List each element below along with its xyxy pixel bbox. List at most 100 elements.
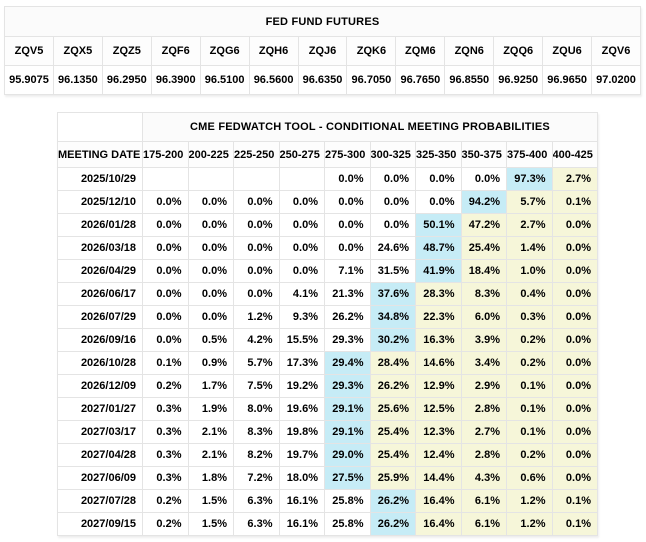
probability-cell: 0.0%	[551, 328, 598, 352]
futures-price-cell: 96.2950	[101, 65, 152, 95]
probability-cell: 28.4%	[369, 351, 416, 375]
rate-range-header: 400-425	[551, 141, 598, 168]
probability-cell: 25.8%	[324, 489, 371, 513]
probability-cell: 27.5%	[324, 466, 371, 490]
meeting-date-header: MEETING DATE	[57, 141, 143, 168]
rate-range-header: 250-275	[278, 141, 325, 168]
probability-cell: 18.0%	[278, 466, 325, 490]
futures-contract-row: ZQV5 ZQX5 ZQZ5 ZQF6 ZQG6 ZQH6 ZQJ6 ZQK6 ZQM6 ZQN6…	[4, 36, 641, 66]
probability-cell: 0.0%	[324, 213, 371, 237]
probability-cell	[278, 167, 325, 191]
probability-cell: 25.4%	[460, 236, 507, 260]
probability-cell: 1.7%	[187, 374, 234, 398]
probability-cell: 1.0%	[506, 259, 553, 283]
probability-cell: 19.6%	[278, 397, 325, 421]
probability-cell: 0.0%	[142, 190, 189, 214]
fedwatch-row: 2026/04/29 0.0% 0.0% 0.0% 0.0% 7.1% 31.5% 41.9%…	[57, 259, 598, 283]
probability-cell: 0.0%	[233, 259, 280, 283]
probability-cell: 1.8%	[187, 466, 234, 490]
probability-cell: 31.5%	[369, 259, 416, 283]
probability-cell: 1.2%	[506, 512, 553, 536]
probability-cell: 0.0%	[415, 190, 462, 214]
meeting-date-cell: 2026/09/16	[57, 328, 143, 352]
probability-cell: 1.5%	[187, 512, 234, 536]
probability-cell: 25.9%	[369, 466, 416, 490]
probability-cell: 16.3%	[415, 328, 462, 352]
probability-cell: 0.0%	[551, 466, 598, 490]
futures-title: FED FUND FUTURES	[4, 6, 641, 37]
probability-cell: 12.5%	[415, 397, 462, 421]
probability-cell: 50.1%	[415, 213, 462, 237]
probability-cell: 0.0%	[324, 236, 371, 260]
probability-cell: 6.3%	[233, 512, 280, 536]
probability-cell: 4.3%	[460, 466, 507, 490]
probability-cell: 29.0%	[324, 443, 371, 467]
futures-contract-header: ZQH6	[248, 36, 299, 66]
probability-cell: 7.1%	[324, 259, 371, 283]
probability-cell: 29.4%	[324, 351, 371, 375]
probability-cell: 0.0%	[187, 213, 234, 237]
probability-cell: 2.1%	[187, 443, 234, 467]
futures-price-cell: 96.9650	[542, 65, 593, 95]
probability-cell: 0.0%	[142, 328, 189, 352]
probability-cell: 0.0%	[369, 190, 416, 214]
futures-price-cell: 97.0200	[591, 65, 641, 95]
futures-contract-header: ZQJ6	[297, 36, 348, 66]
futures-price-cell: 96.5100	[199, 65, 250, 95]
futures-contract-header: ZQG6	[199, 36, 250, 66]
meeting-date-cell: 2026/01/28	[57, 213, 143, 237]
probability-cell: 0.3%	[142, 466, 189, 490]
probability-cell: 8.3%	[233, 420, 280, 444]
probability-cell: 0.0%	[187, 190, 234, 214]
probability-cell: 7.2%	[233, 466, 280, 490]
probability-cell: 0.0%	[551, 305, 598, 329]
meeting-date-cell: 2026/07/29	[57, 305, 143, 329]
probability-cell: 26.2%	[369, 489, 416, 513]
probability-cell: 0.1%	[551, 190, 598, 214]
probability-cell: 0.6%	[506, 466, 553, 490]
probability-cell: 2.7%	[551, 167, 598, 191]
probability-cell: 0.0%	[278, 190, 325, 214]
fedwatch-row: 2027/04/28 0.3% 2.1% 8.2% 19.7% 29.0% 25.4% 12.…	[57, 443, 598, 467]
probability-cell: 28.3%	[415, 282, 462, 306]
fedwatch-header-row: MEETING DATE 175-200 200-225 225-250 250-27…	[57, 141, 598, 168]
probability-cell: 0.0%	[233, 190, 280, 214]
probability-cell: 6.1%	[460, 512, 507, 536]
futures-price-cell: 96.9250	[493, 65, 544, 95]
probability-cell: 0.0%	[551, 397, 598, 421]
probability-cell: 94.2%	[460, 190, 507, 214]
probability-cell: 2.7%	[460, 420, 507, 444]
probability-cell: 12.4%	[415, 443, 462, 467]
probability-cell: 1.5%	[187, 489, 234, 513]
probability-cell: 29.3%	[324, 374, 371, 398]
fedwatch-row: 2027/09/15 0.2% 1.5% 6.3% 16.1% 25.8% 26.2% 16.…	[57, 512, 598, 536]
probability-cell: 14.4%	[415, 466, 462, 490]
probability-cell: 26.2%	[324, 305, 371, 329]
fedwatch-row: 2027/03/17 0.3% 2.1% 8.3% 19.8% 29.1% 25.4% 12.…	[57, 420, 598, 444]
probability-cell: 22.3%	[415, 305, 462, 329]
probability-cell: 26.2%	[369, 512, 416, 536]
probability-cell: 25.4%	[369, 443, 416, 467]
probability-cell: 0.0%	[551, 374, 598, 398]
futures-title-row: FED FUND FUTURES	[4, 6, 641, 37]
fedwatch-row: 2026/07/29 0.0% 0.0% 1.2% 9.3% 26.2% 34.8% 22.3…	[57, 305, 598, 329]
rate-range-header: 325-350	[415, 141, 462, 168]
probability-cell: 2.7%	[506, 213, 553, 237]
probability-cell: 0.0%	[187, 236, 234, 260]
probability-cell: 25.8%	[324, 512, 371, 536]
probability-cell: 16.4%	[415, 489, 462, 513]
probability-cell: 5.7%	[506, 190, 553, 214]
rate-range-header: 175-200	[142, 141, 189, 168]
probability-cell: 0.0%	[324, 190, 371, 214]
probability-cell: 1.2%	[506, 489, 553, 513]
probability-cell: 41.9%	[415, 259, 462, 283]
meeting-date-cell: 2027/06/09	[57, 466, 143, 490]
futures-contract-header: ZQV5	[4, 36, 54, 66]
probability-cell: 1.2%	[233, 305, 280, 329]
probability-cell: 19.7%	[278, 443, 325, 467]
probability-cell: 0.1%	[506, 374, 553, 398]
fedwatch-row: 2025/10/29 0.0% 0.0% 0.0% 0.0% 97.3% 2.7%	[57, 167, 598, 191]
probability-cell: 29.1%	[324, 420, 371, 444]
probability-cell	[187, 167, 234, 191]
probability-cell: 12.3%	[415, 420, 462, 444]
